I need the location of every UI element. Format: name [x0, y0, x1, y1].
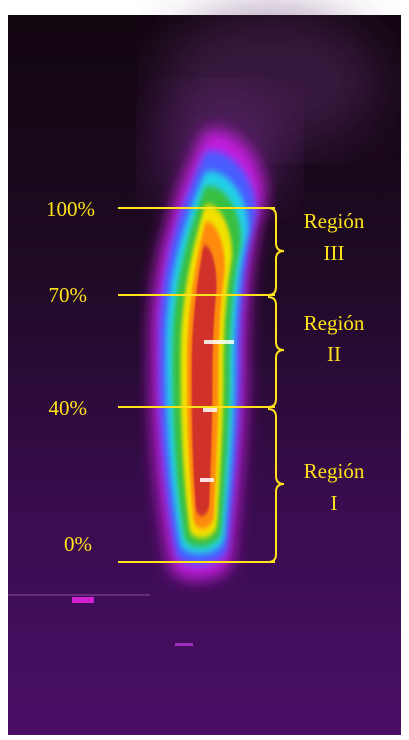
- scale-label: 0%: [64, 532, 92, 556]
- scale-label: 40%: [49, 396, 88, 420]
- scale-label: 70%: [49, 283, 88, 307]
- region-numeral: II: [327, 342, 341, 366]
- thermal-figure: 100% 70% 40% 0% Región III Región II Reg…: [0, 0, 409, 740]
- scale-label: 100%: [46, 197, 95, 221]
- region-label: Región: [304, 311, 365, 335]
- region-label: Región: [304, 209, 365, 233]
- region-numeral: I: [331, 491, 338, 515]
- region-numeral: III: [324, 241, 345, 265]
- region-label: Región: [304, 459, 365, 483]
